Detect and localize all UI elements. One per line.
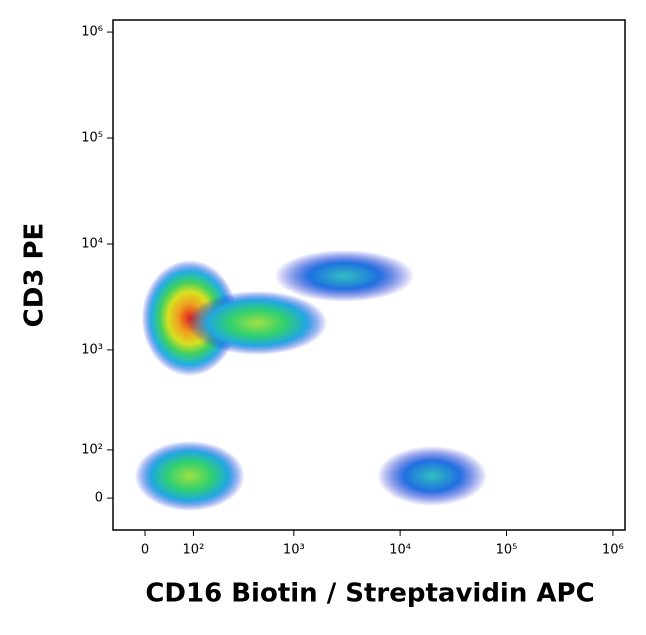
population <box>274 249 415 302</box>
x-tick-label: 10⁵ <box>496 543 518 558</box>
x-tick-label: 10⁴ <box>389 543 411 558</box>
y-tick-label: 10³ <box>81 342 103 357</box>
population <box>134 440 245 511</box>
population <box>187 290 328 355</box>
population <box>377 445 488 506</box>
y-tick-label: 10⁴ <box>81 237 103 252</box>
y-tick-label: 10⁵ <box>81 131 103 146</box>
plot-frame <box>112 19 626 531</box>
y-tick-label: 10² <box>81 442 103 457</box>
x-tick-label: 10³ <box>283 543 305 558</box>
y-axis-title: CD3 PE <box>20 223 50 328</box>
y-tick-label: 0 <box>95 491 103 506</box>
x-tick-label: 10² <box>183 543 205 558</box>
x-tick-label: 0 <box>141 543 149 558</box>
x-tick-label: 10⁶ <box>602 543 624 558</box>
x-axis-title: CD16 Biotin / Streptavidin APC <box>145 579 594 609</box>
y-tick-label: 10⁶ <box>81 25 103 40</box>
